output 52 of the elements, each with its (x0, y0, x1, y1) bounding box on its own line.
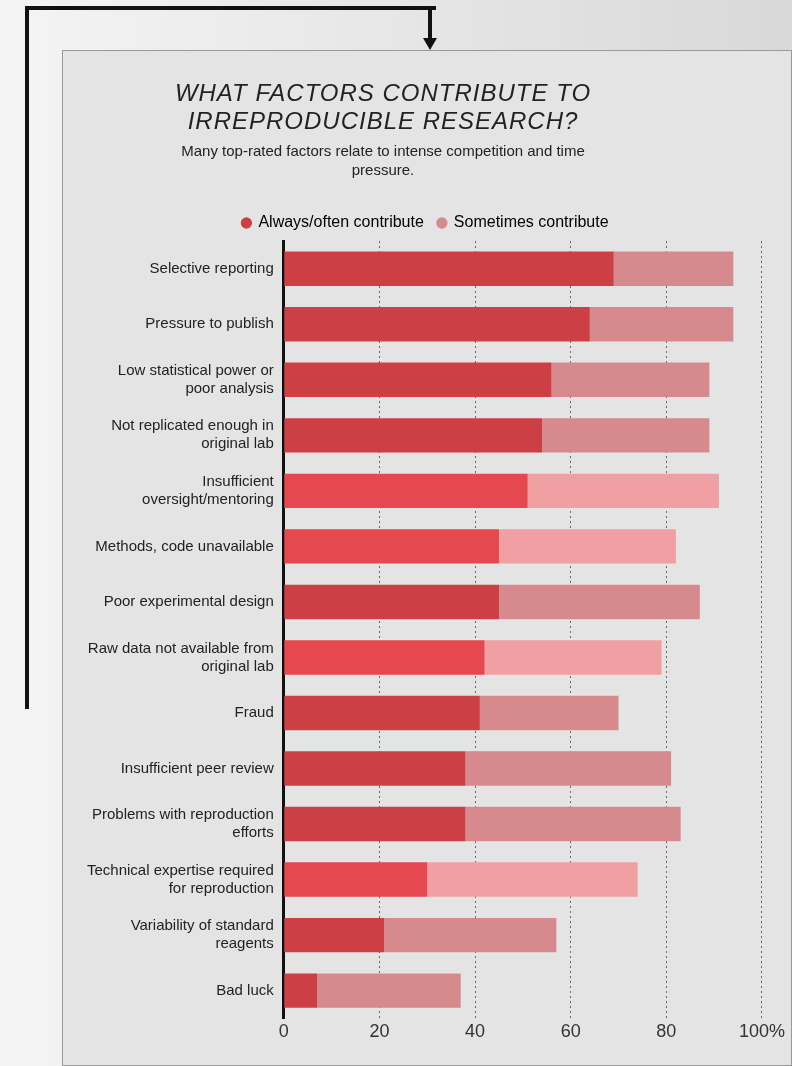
bar (498, 529, 676, 564)
bar (284, 751, 466, 786)
bar (465, 751, 672, 786)
y-tick-label: Insufficient peer review (120, 758, 274, 776)
bar (484, 640, 662, 675)
chart-subtitle: Many top-rated factors relate to intense competition and time pressure. (180, 141, 586, 179)
y-tick-label: Insufficient oversight/mentoring (142, 472, 275, 508)
y-tick-label: Technical expertise required for reproduction (86, 860, 274, 896)
bar (284, 695, 480, 731)
bar (284, 418, 542, 453)
bar (613, 251, 734, 286)
bar (384, 917, 557, 953)
bar (284, 640, 485, 675)
bar (542, 418, 710, 453)
legend-label: Always/often contribute (258, 213, 424, 231)
bar (317, 973, 461, 1008)
bar (465, 806, 681, 842)
y-tick-label: Variability of standard reagents (130, 916, 274, 952)
bar (284, 973, 318, 1008)
bar (284, 917, 385, 953)
bar (479, 695, 619, 731)
x-tick-label: 0 (278, 1021, 289, 1042)
y-tick-label: Methods, code unavailable (95, 536, 274, 554)
bar (284, 806, 466, 842)
y-tick-label: Bad luck (216, 980, 275, 998)
y-tick-label: Not replicated enough in original lab (111, 416, 274, 452)
x-tick-label: 40 (465, 1021, 486, 1042)
y-tick-label: Problems with reproduction efforts (92, 805, 274, 841)
y-tick-label: Pressure to publish (145, 314, 274, 332)
bar (589, 307, 734, 342)
y-tick-label: Fraud (234, 703, 274, 721)
x-tick-label: 60 (560, 1021, 581, 1042)
bar (284, 362, 552, 398)
bar (284, 251, 614, 286)
y-tick-label: Poor experimental design (103, 592, 274, 610)
bar (284, 307, 590, 342)
y-tick-label: Low statistical power or poor analysis (117, 360, 274, 396)
bar (284, 529, 499, 564)
bar (498, 584, 700, 620)
y-tick-label: Raw data not available from original lab (87, 638, 274, 674)
bar (551, 362, 710, 398)
legend-label: Sometimes contribute (453, 213, 609, 231)
bar (284, 584, 499, 620)
bar (284, 862, 428, 897)
bar (284, 473, 528, 509)
x-tick-label: 100% (738, 1021, 785, 1042)
chart-title: WHAT FACTORS CONTRIBUTE TO IRREPRODUCIBLE RESEARCH? (173, 79, 593, 135)
x-tick-label: 80 (656, 1021, 677, 1042)
y-tick-label: Selective reporting (149, 258, 274, 276)
bar (527, 473, 719, 509)
bar (427, 862, 638, 897)
x-tick-label: 20 (369, 1021, 390, 1042)
